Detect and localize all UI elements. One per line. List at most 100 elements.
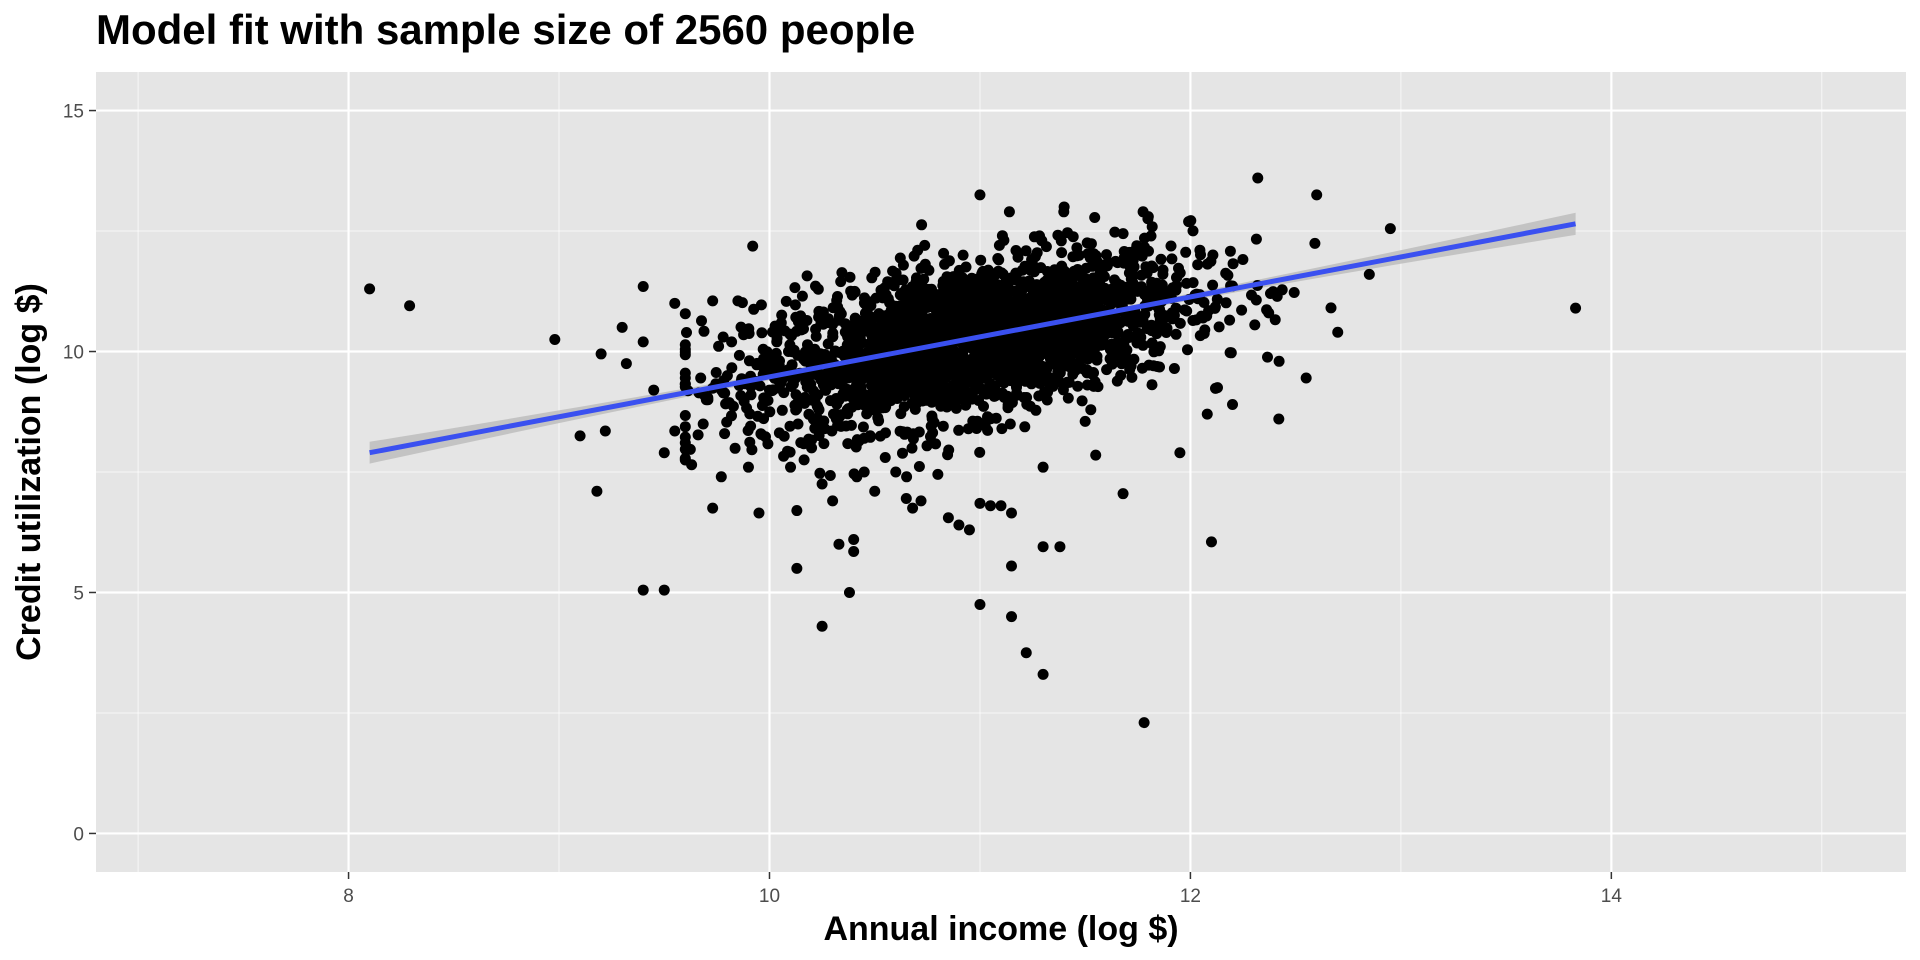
data-point — [938, 345, 950, 357]
data-point — [637, 584, 649, 596]
data-point — [1136, 362, 1148, 374]
data-point — [1135, 285, 1147, 297]
data-point — [879, 452, 891, 464]
data-point — [616, 321, 628, 333]
data-point — [1044, 353, 1056, 365]
data-point — [824, 470, 836, 481]
data-point — [1066, 327, 1078, 339]
data-point — [1082, 317, 1094, 329]
data-point — [791, 562, 803, 574]
data-point — [1087, 277, 1099, 288]
data-point — [1040, 387, 1052, 399]
x-axis-title: Annual income (log $) — [823, 910, 1178, 948]
data-point — [853, 435, 865, 447]
data-point — [1029, 263, 1041, 275]
data-point — [796, 290, 808, 302]
data-point — [1111, 278, 1123, 289]
data-point — [710, 367, 722, 378]
data-point — [785, 461, 797, 473]
data-point — [978, 307, 990, 319]
data-point — [1105, 315, 1116, 327]
data-point — [721, 416, 733, 428]
data-point — [1570, 302, 1582, 314]
data-point — [715, 471, 727, 483]
data-point — [1300, 372, 1312, 384]
data-point — [916, 219, 928, 231]
data-point — [1147, 360, 1159, 372]
data-point — [1002, 278, 1014, 290]
data-point — [790, 389, 802, 401]
data-point — [907, 502, 919, 514]
y-axis-ticks: 0 5 10 15 — [63, 102, 96, 845]
data-point — [801, 381, 813, 393]
data-point — [961, 377, 973, 389]
data-point — [844, 271, 856, 283]
data-point — [982, 424, 994, 436]
data-point — [833, 538, 845, 550]
data-point — [945, 314, 957, 325]
data-point — [1384, 223, 1396, 235]
data-point — [1118, 257, 1130, 269]
data-point — [1099, 282, 1111, 294]
x-tick-label: 14 — [1601, 886, 1623, 907]
data-point — [1157, 268, 1169, 280]
data-point — [1325, 302, 1337, 314]
data-point — [907, 428, 919, 440]
data-point — [1194, 330, 1206, 342]
data-point — [812, 413, 824, 425]
data-point — [599, 425, 611, 437]
data-point — [913, 461, 925, 472]
data-point — [1273, 355, 1285, 367]
data-point — [1075, 348, 1087, 360]
data-point — [864, 310, 876, 322]
data-point — [784, 446, 796, 458]
data-point — [1006, 560, 1018, 572]
data-point — [827, 371, 839, 383]
data-point — [996, 387, 1008, 399]
data-point — [901, 471, 913, 483]
data-point — [882, 314, 894, 326]
data-point — [921, 440, 933, 452]
data-point — [865, 327, 876, 339]
data-point — [919, 283, 931, 295]
data-point — [835, 276, 847, 288]
data-point — [992, 253, 1004, 264]
data-point — [1155, 308, 1167, 320]
data-point — [1048, 305, 1059, 317]
data-point — [897, 274, 909, 286]
data-point — [771, 336, 783, 348]
data-point — [919, 350, 931, 362]
data-point — [957, 249, 969, 261]
data-point — [658, 584, 670, 596]
data-point — [917, 319, 929, 331]
data-point — [1309, 237, 1321, 249]
data-point — [707, 502, 719, 514]
data-point — [844, 389, 856, 400]
data-point — [1211, 293, 1223, 305]
data-point — [764, 406, 776, 418]
data-point — [857, 421, 869, 433]
data-point — [928, 417, 940, 428]
data-point — [1128, 316, 1139, 328]
data-point — [846, 289, 858, 301]
data-point — [1252, 172, 1264, 184]
data-point — [1227, 258, 1239, 270]
data-point — [942, 512, 954, 524]
data-point — [591, 485, 603, 497]
data-point — [960, 261, 972, 273]
data-point — [1190, 314, 1202, 326]
data-point — [1271, 290, 1283, 302]
fit-line-layer — [369, 221, 1577, 456]
data-point — [982, 335, 994, 347]
data-point — [719, 428, 731, 440]
data-point — [1078, 287, 1090, 299]
data-point — [891, 304, 902, 316]
data-point — [951, 391, 963, 403]
data-point — [1015, 344, 1027, 356]
data-point — [1205, 536, 1217, 548]
data-point — [745, 381, 757, 393]
data-point — [1249, 319, 1261, 331]
data-point — [1166, 253, 1178, 265]
data-point — [681, 327, 692, 338]
